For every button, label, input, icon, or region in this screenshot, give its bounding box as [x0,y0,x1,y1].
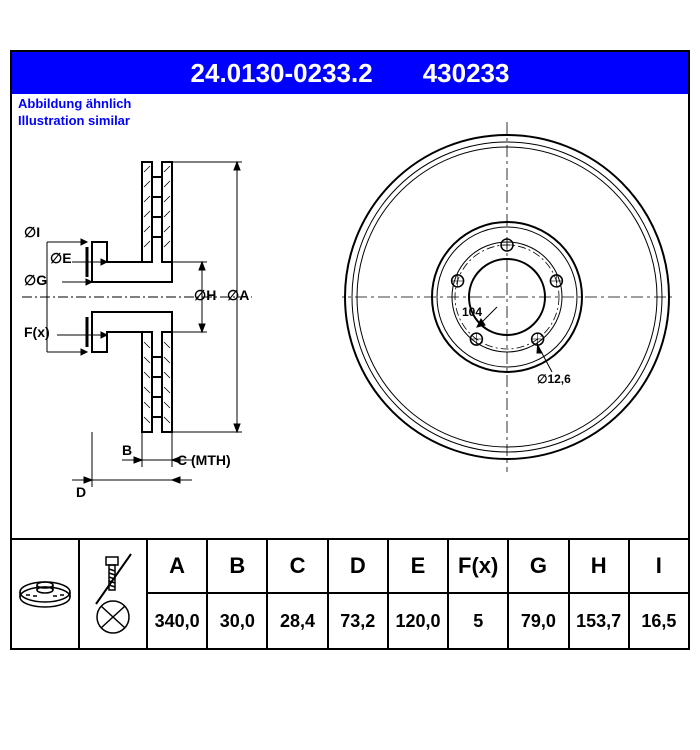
label-pcd: 104 [462,305,482,319]
header-B: B [208,540,268,592]
value-Fx: 5 [449,594,509,648]
label-width-D: D [76,484,86,500]
header-D: D [329,540,389,592]
cross-section-svg [22,142,252,502]
bolt-icon-cell [80,540,148,648]
header-row: A B C D E F(x) G H I [148,540,688,594]
header-H: H [570,540,630,592]
face-view: 104 ∅12,6 [342,122,672,452]
value-D: 73,2 [329,594,389,648]
title-bar: 24.0130-0233.2 430233 [12,52,688,94]
value-B: 30,0 [208,594,268,648]
cross-section-view: ∅I ∅G ∅E F(x) ∅H ∅A B C (MTH) D [22,142,252,472]
label-width-B: B [122,442,132,458]
label-diameter-I: ∅I [24,224,40,241]
diagram-container: 24.0130-0233.2 430233 Abbildung ähnlich … [10,50,690,650]
value-G: 79,0 [509,594,569,648]
value-A: 340,0 [148,594,208,648]
part-number: 24.0130-0233.2 [191,58,373,89]
header-E: E [389,540,449,592]
value-grid: A B C D E F(x) G H I 340,0 30,0 28,4 73,… [148,540,688,648]
label-F-bolts: F(x) [24,324,50,340]
label-diameter-E: ∅E [50,250,72,267]
label-diameter-A: ∅A [227,287,249,304]
header-Fx: F(x) [449,540,509,592]
short-code: 430233 [423,58,510,89]
diagram-area: ∅I ∅G ∅E F(x) ∅H ∅A B C (MTH) D [12,102,688,502]
header-A: A [148,540,208,592]
face-view-svg [342,122,672,482]
value-I: 16,5 [630,594,688,648]
disc-type-icon-cell [12,540,80,648]
header-G: G [509,540,569,592]
value-row: 340,0 30,0 28,4 73,2 120,0 5 79,0 153,7 … [148,594,688,648]
value-E: 120,0 [389,594,449,648]
data-table: A B C D E F(x) G H I 340,0 30,0 28,4 73,… [12,538,688,648]
label-diameter-G: ∅G [24,272,47,289]
header-C: C [268,540,328,592]
header-I: I [630,540,688,592]
value-C: 28,4 [268,594,328,648]
value-H: 153,7 [570,594,630,648]
label-diameter-H: ∅H [194,287,216,304]
label-hole-dia: ∅12,6 [537,372,571,386]
label-width-C: C (MTH) [177,452,231,468]
vented-disc-icon [18,567,73,622]
bolt-icon [86,549,141,639]
